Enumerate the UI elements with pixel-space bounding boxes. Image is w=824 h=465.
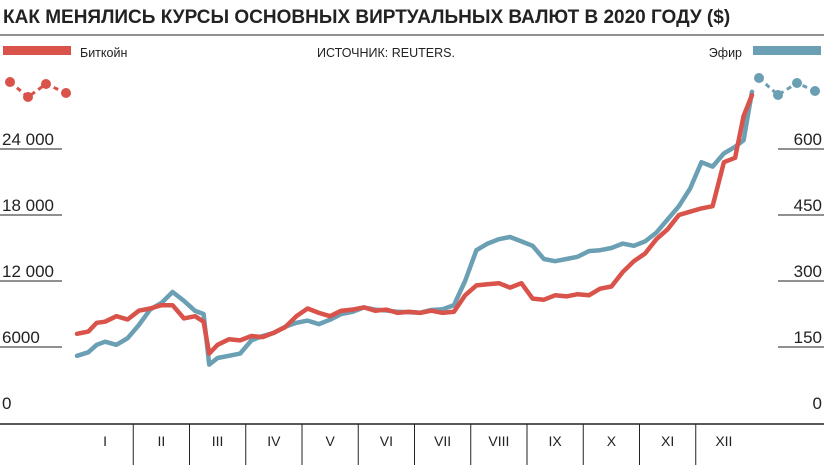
chart-title: КАК МЕНЯЛИСЬ КУРСЫ ОСНОВНЫХ ВИРТУАЛЬНЫХ … [3, 7, 730, 28]
month-label: IV [267, 433, 281, 449]
left-axis: 0 6000 12 000 18 000 24 000 [0, 130, 62, 413]
month-label: XI [661, 433, 674, 449]
right-tick-label: 150 [794, 328, 822, 347]
left-tick-label: 24 000 [2, 130, 54, 149]
legend-ether-label: Эфир [709, 46, 742, 60]
left-tick-label: 0 [2, 394, 11, 413]
right-tick-label: 450 [794, 196, 822, 215]
right-tick-label: 300 [794, 262, 822, 281]
month-label: VI [380, 433, 393, 449]
left-tick-label: 6000 [2, 328, 40, 347]
month-label: X [607, 433, 617, 449]
bitcoin-series-line [74, 92, 755, 356]
month-axis: I II III IV V VI VII VIII IX X XI XII [103, 424, 732, 465]
month-label: VIII [488, 433, 509, 449]
month-label: II [157, 433, 165, 449]
legend-ether-swatch [753, 46, 821, 55]
ether-icon [754, 73, 820, 100]
right-tick-label: 600 [794, 130, 822, 149]
month-label: V [325, 433, 335, 449]
left-tick-label: 18 000 [2, 196, 54, 215]
ether-series-line [74, 89, 755, 367]
month-label: XII [715, 433, 732, 449]
legend-bitcoin-label: Биткойн [80, 46, 127, 60]
month-label: I [103, 433, 107, 449]
month-label: III [212, 433, 224, 449]
right-tick-label: 0 [813, 394, 822, 413]
series-layer [74, 89, 755, 367]
left-tick-label: 12 000 [2, 262, 54, 281]
legend-bitcoin-swatch [3, 46, 71, 55]
source-label: ИСТОЧНИК: REUTERS. [317, 46, 455, 60]
month-label: VII [434, 433, 451, 449]
right-axis: 0 150 300 450 600 [778, 130, 824, 413]
month-label: IX [549, 433, 563, 449]
bitcoin-icon [5, 77, 71, 102]
